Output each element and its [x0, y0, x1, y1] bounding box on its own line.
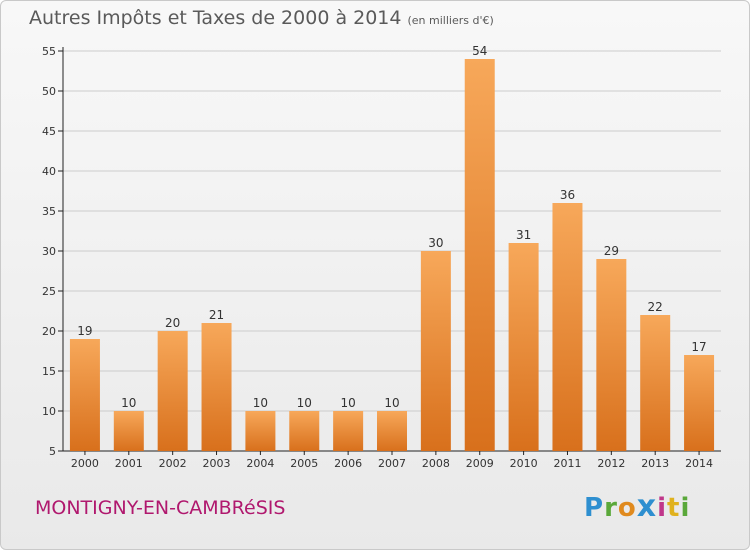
chart-subtitle: (en milliers d'€) [407, 14, 494, 27]
bar [596, 259, 627, 451]
x-tick-label: 2005 [290, 457, 318, 470]
data-label: 19 [77, 324, 92, 338]
y-tick-label: 30 [42, 245, 56, 258]
data-label: 30 [428, 236, 443, 250]
y-tick-label: 5 [49, 445, 56, 458]
data-label: 22 [648, 300, 663, 314]
x-tick-label: 2001 [115, 457, 143, 470]
bar [640, 315, 671, 451]
data-label: 20 [165, 316, 180, 330]
proxiti-logo: Proxiti [584, 489, 691, 524]
x-tick-label: 2007 [378, 457, 406, 470]
bar [464, 59, 495, 451]
bar [552, 203, 583, 451]
x-tick-label: 2004 [246, 457, 274, 470]
bar [333, 411, 364, 451]
data-label: 10 [297, 396, 312, 410]
x-tick-label: 2011 [553, 457, 581, 470]
y-tick-label: 25 [42, 285, 56, 298]
data-label: 10 [340, 396, 355, 410]
bar [684, 355, 715, 451]
y-tick-label: 10 [42, 405, 56, 418]
chart-title: Autres Impôts et Taxes de 2000 à 2014 (en… [29, 7, 494, 29]
data-label: 10 [384, 396, 399, 410]
x-tick-label: 2013 [641, 457, 669, 470]
data-label: 10 [253, 396, 268, 410]
bar [289, 411, 320, 451]
bar [69, 339, 100, 451]
data-label: 10 [121, 396, 136, 410]
x-tick-label: 2014 [685, 457, 713, 470]
bar [201, 323, 232, 451]
x-tick-label: 2010 [510, 457, 538, 470]
y-tick-label: 35 [42, 205, 56, 218]
y-tick-label: 15 [42, 365, 56, 378]
data-label: 21 [209, 308, 224, 322]
x-tick-label: 2000 [71, 457, 99, 470]
x-tick-label: 2006 [334, 457, 362, 470]
data-label: 29 [604, 244, 619, 258]
data-label: 17 [691, 340, 706, 354]
y-tick-label: 20 [42, 325, 56, 338]
title-text: Autres Impôts et Taxes de 2000 à 2014 [29, 7, 402, 29]
x-tick-label: 2008 [422, 457, 450, 470]
data-label: 36 [560, 188, 575, 202]
x-tick-label: 2002 [159, 457, 187, 470]
data-label: 54 [472, 44, 487, 58]
data-label: 31 [516, 228, 531, 242]
bar [157, 331, 188, 451]
y-tick-label: 55 [42, 45, 56, 58]
x-tick-label: 2012 [597, 457, 625, 470]
x-tick-label: 2009 [466, 457, 494, 470]
bar [113, 411, 144, 451]
bar [420, 251, 451, 451]
x-tick-label: 2003 [203, 457, 231, 470]
y-tick-label: 45 [42, 125, 56, 138]
bar [377, 411, 407, 451]
y-tick-label: 40 [42, 165, 56, 178]
bar [245, 411, 276, 451]
y-tick-label: 50 [42, 85, 56, 98]
bar [508, 243, 539, 451]
commune-name: MONTIGNY-EN-CAMBRéSIS [35, 497, 286, 519]
